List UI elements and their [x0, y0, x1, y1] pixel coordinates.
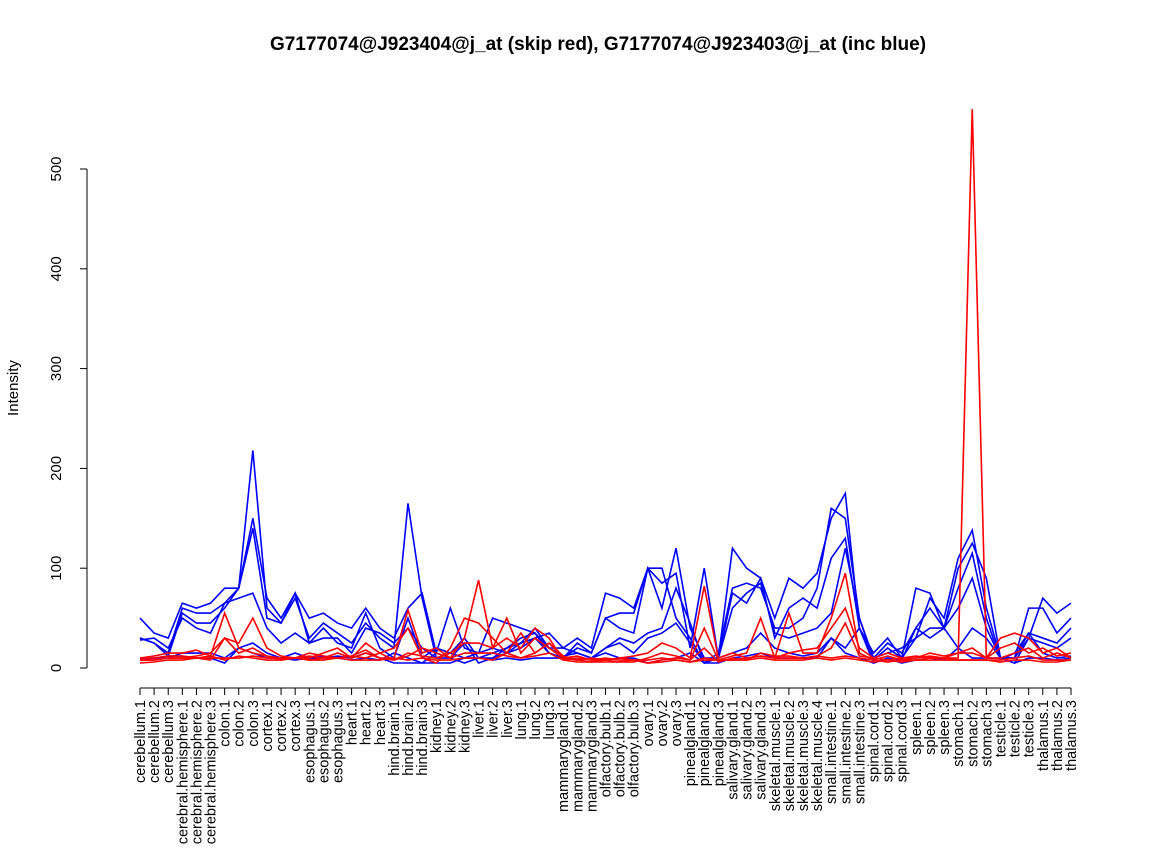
x-tick-label: heart.2 [359, 700, 375, 745]
x-tick-label: testicle.1 [993, 700, 1009, 757]
series-line-skip-5 [140, 652, 1072, 663]
x-tick-label: colon.2 [232, 700, 248, 747]
series-lines [139, 109, 1072, 665]
x-tick-label: ovary.3 [669, 700, 685, 746]
x-tick-label: kidney.2 [443, 700, 459, 753]
y-tick-label: 500 [48, 156, 65, 181]
x-tick-label: cortex.2 [274, 700, 290, 752]
x-tick-label: testicle.2 [1008, 700, 1024, 757]
x-tick-label: ovary.1 [641, 700, 657, 746]
x-tick-label: spleen.1 [909, 700, 925, 755]
x-tick-label: olfactory.bulb.2 [613, 700, 629, 797]
series-line-inc-2 [139, 490, 1072, 660]
x-tick-label: cerebral.hemisphere.3 [204, 700, 220, 844]
x-tick-label: kidney.3 [457, 700, 473, 753]
x-tick-label: pinealgland.3 [711, 700, 727, 786]
x-tick-label: spinal.cord.3 [895, 700, 911, 782]
x-tick-label: esophagus.3 [330, 700, 346, 783]
y-tick-label: 0 [48, 664, 65, 672]
x-tick-label: spleen.3 [937, 700, 953, 755]
x-tick-label: cerebellum.3 [161, 700, 177, 783]
x-tick-label: skeletal.muscle.1 [768, 700, 784, 811]
x-tick-label: colon.3 [246, 700, 262, 747]
y-tick-label: 200 [48, 456, 65, 481]
x-tick-label: cerebral.hemisphere.1 [175, 700, 191, 844]
x-tick-label: esophagus.1 [302, 700, 318, 783]
x-tick-label: hind.brain.3 [415, 700, 431, 776]
x-tick-label: small.intestine.3 [852, 700, 868, 804]
x-tick-label: esophagus.2 [316, 700, 332, 783]
x-tick-label: salivary.gland.3 [754, 700, 770, 800]
x-tick-label: cerebellum.2 [147, 700, 163, 783]
x-tick-label: lung.1 [514, 700, 530, 740]
chart-title: G7177074@J923404@j_at (skip red), G71770… [270, 34, 926, 55]
x-tick-label: heart.1 [345, 700, 361, 745]
x-tick-label: olfactory.bulb.3 [627, 700, 643, 797]
x-tick-label: ovary.2 [655, 700, 671, 746]
x-tick-label: skeletal.muscle.3 [796, 700, 812, 811]
y-axis-label: Intensity [5, 360, 22, 416]
x-tick-label: mammarygland.2 [570, 700, 586, 812]
x-tick-label: pinealgland.2 [697, 700, 713, 786]
y-tick-label: 300 [48, 356, 65, 381]
x-tick-label: skeletal.muscle.2 [782, 700, 798, 811]
x-tick-label: stomach.3 [979, 700, 995, 767]
x-tick-label: liver.1 [472, 700, 488, 738]
x-tick-label: colon.1 [218, 700, 234, 747]
x-tick-label: pinealgland.1 [683, 700, 699, 786]
x-tick-label: cerebral.hemisphere.2 [189, 700, 205, 844]
series-line-inc-4 [139, 548, 1072, 665]
x-tick-label: thalamus.2 [1050, 700, 1066, 771]
y-tick-label: 400 [48, 256, 65, 281]
x-axis: cerebellum.1cerebellum.2cerebellum.3cere… [133, 687, 1080, 844]
x-tick-label: cortex.3 [288, 700, 304, 752]
x-tick-label: liver.3 [500, 700, 516, 738]
y-axis: 0 100 200 300 400 500 [48, 156, 88, 672]
x-tick-label: mammarygland.3 [584, 700, 600, 812]
x-tick-label: kidney.1 [429, 700, 445, 753]
x-tick-label: cortex.1 [260, 700, 276, 752]
x-tick-label: small.intestine.2 [838, 700, 854, 804]
series-line-inc-5 [139, 621, 1072, 665]
series-line-skip-1 [139, 109, 1072, 664]
x-tick-label: hind.brain.1 [387, 700, 403, 776]
x-tick-label: cerebellum.1 [133, 700, 149, 783]
y-tick-label: 100 [48, 556, 65, 581]
x-tick-label: stomach.2 [965, 700, 981, 767]
x-tick-label: thalamus.3 [1064, 700, 1080, 771]
series-line-inc-1 [139, 450, 1072, 665]
x-tick-label: salivary.gland.1 [725, 700, 741, 800]
x-tick-label: stomach.1 [951, 700, 967, 767]
x-tick-label: salivary.gland.2 [740, 700, 756, 800]
x-tick-label: thalamus.1 [1036, 700, 1052, 771]
x-tick-label: testicle.3 [1022, 700, 1038, 757]
x-tick-label: small.intestine.1 [824, 700, 840, 804]
x-tick-label: heart.3 [373, 700, 389, 745]
x-tick-label: olfactory.bulb.1 [599, 700, 615, 797]
x-tick-label: spinal.cord.1 [867, 700, 883, 782]
x-tick-label: lung.2 [528, 700, 544, 740]
x-tick-label: spleen.2 [923, 700, 939, 755]
x-tick-label: skeletal.muscle.4 [810, 700, 826, 811]
x-tick-label: mammarygland.1 [556, 700, 572, 812]
x-tick-label: lung.3 [542, 700, 558, 740]
x-tick-label: hind.brain.2 [401, 700, 417, 776]
x-tick-label: spinal.cord.2 [881, 700, 897, 782]
x-tick-label: liver.2 [486, 700, 502, 738]
